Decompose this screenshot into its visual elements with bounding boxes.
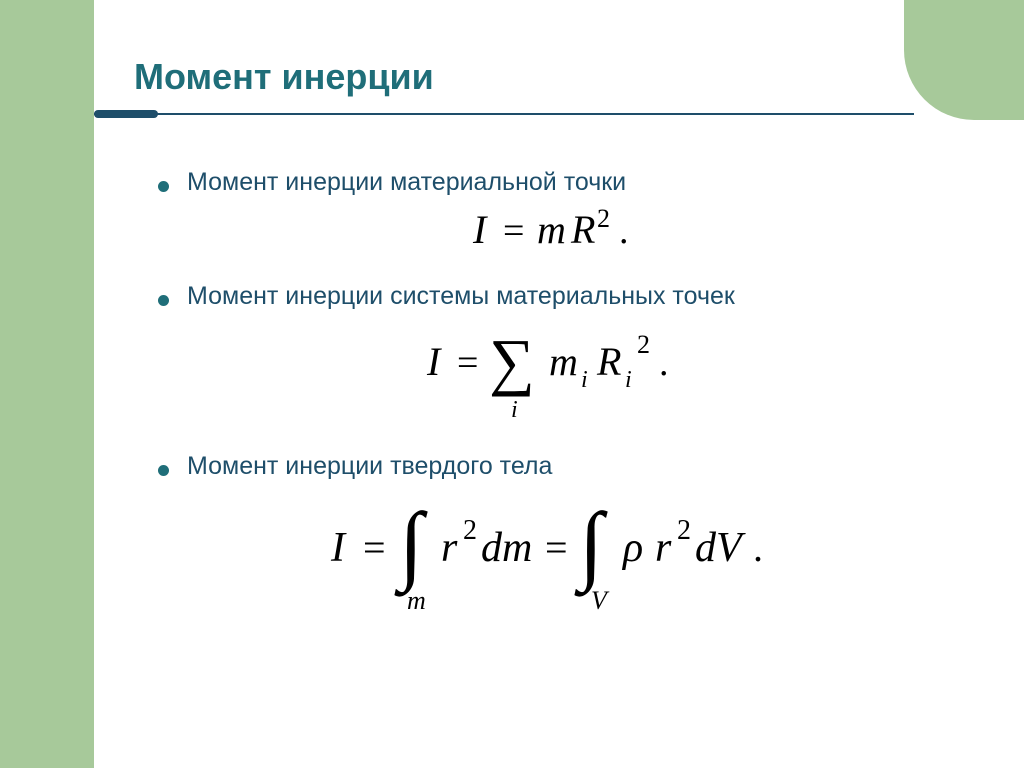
svg-text:m: m (407, 586, 426, 615)
underline-line (94, 113, 914, 115)
svg-text:dV: dV (695, 525, 746, 571)
bullet-item: Момент инерции материальной точки (158, 168, 984, 197)
svg-text:dm: dm (481, 525, 532, 571)
svg-text:=: = (503, 210, 524, 252)
bullet-text: Момент инерции твердого тела (187, 452, 552, 481)
svg-text:=: = (457, 342, 478, 384)
svg-text:I: I (330, 525, 347, 571)
svg-text:.: . (753, 525, 763, 570)
sidebar-accent (0, 0, 94, 768)
bullet-dot-icon (158, 181, 169, 192)
bullet-text: Момент инерции материальной точки (187, 168, 626, 197)
svg-text:2: 2 (597, 204, 610, 233)
svg-text:=: = (545, 525, 568, 570)
bullet-item: Момент инерции системы материальных точе… (158, 282, 984, 311)
svg-text:r: r (441, 525, 458, 571)
title-underline (94, 110, 984, 118)
slide-content: Момент инерции Момент инерции материальн… (94, 0, 1024, 680)
svg-text:2: 2 (463, 515, 477, 546)
svg-text:i: i (625, 367, 632, 393)
svg-text:.: . (619, 210, 629, 252)
bullet-text: Момент инерции системы материальных точе… (187, 282, 735, 311)
svg-text:I: I (426, 339, 442, 384)
svg-text:V: V (591, 586, 610, 615)
formula-2: I = ∑ i m i R i 2 . (134, 317, 984, 432)
svg-text:i: i (511, 397, 518, 423)
svg-text:i: i (581, 367, 588, 393)
formula-3: I = ∫ m r 2 dm = ∫ V ρ r 2 dV . (134, 495, 984, 620)
bullet-dot-icon (158, 465, 169, 476)
svg-text:m: m (537, 207, 566, 252)
svg-text:2: 2 (637, 330, 650, 359)
svg-text:∫: ∫ (394, 496, 428, 597)
svg-text:∫: ∫ (574, 496, 608, 597)
svg-text:I: I (472, 207, 488, 252)
svg-text:R: R (596, 339, 621, 384)
svg-text:r: r (655, 525, 672, 571)
bullet-dot-icon (158, 295, 169, 306)
svg-text:=: = (363, 525, 386, 570)
svg-text:∑: ∑ (489, 326, 535, 397)
underline-bar (94, 110, 158, 118)
formula-1: I = m R 2 . (134, 203, 984, 262)
svg-text:.: . (659, 342, 669, 384)
svg-text:2: 2 (677, 515, 691, 546)
svg-text:m: m (549, 339, 578, 384)
slide-main: Момент инерции Момент инерции материальн… (94, 0, 1024, 768)
bullet-item: Момент инерции твердого тела (158, 452, 984, 481)
slide-title: Момент инерции (134, 56, 984, 98)
svg-text:R: R (570, 207, 595, 252)
svg-text:ρ: ρ (621, 525, 643, 571)
